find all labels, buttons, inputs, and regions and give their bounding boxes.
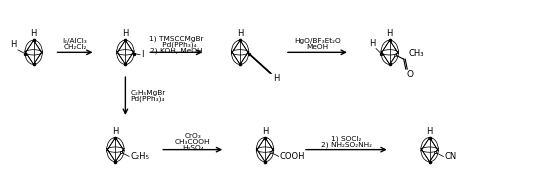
Text: H: H: [30, 29, 37, 38]
Text: C₂H₅MgBr: C₂H₅MgBr: [131, 90, 165, 96]
Text: 2) KOH, MeOH: 2) KOH, MeOH: [150, 47, 202, 54]
Text: CN: CN: [444, 152, 456, 161]
Text: H: H: [10, 40, 17, 49]
Circle shape: [395, 54, 397, 56]
Text: H: H: [262, 127, 268, 136]
Text: I₂/AlCl₃: I₂/AlCl₃: [63, 38, 88, 44]
Text: O: O: [407, 70, 414, 79]
Text: 1) SOCl₂: 1) SOCl₂: [331, 135, 362, 142]
Text: Pd(PPh₃)₄: Pd(PPh₃)₄: [131, 96, 165, 102]
Text: H: H: [237, 29, 243, 38]
Text: CrO₃: CrO₃: [184, 133, 201, 139]
Text: H: H: [273, 74, 279, 83]
Text: H: H: [112, 127, 119, 136]
Text: MeOH: MeOH: [306, 44, 329, 51]
Text: CH₃COOH: CH₃COOH: [175, 139, 211, 145]
Text: H₂SO₄: H₂SO₄: [182, 145, 203, 151]
Text: Pd(PPh₃)₄: Pd(PPh₃)₄: [156, 41, 197, 48]
Text: H: H: [122, 29, 128, 38]
Circle shape: [120, 152, 122, 154]
Circle shape: [435, 152, 437, 154]
Text: COOH: COOH: [280, 152, 305, 161]
Text: 1) TMSCCMgBr: 1) TMSCCMgBr: [149, 35, 203, 42]
Text: CH₂Cl₂: CH₂Cl₂: [63, 44, 86, 51]
Text: H: H: [426, 127, 433, 136]
Text: HgO/BF₃Et₂O: HgO/BF₃Et₂O: [294, 38, 341, 44]
Text: C₂H₅: C₂H₅: [130, 152, 149, 161]
Circle shape: [270, 152, 272, 154]
Text: H: H: [369, 39, 375, 48]
Text: 2) NH₂SO₂NH₂: 2) NH₂SO₂NH₂: [321, 141, 372, 148]
Text: I: I: [141, 50, 144, 59]
Text: H: H: [386, 29, 393, 38]
Text: CH₃: CH₃: [409, 49, 424, 58]
